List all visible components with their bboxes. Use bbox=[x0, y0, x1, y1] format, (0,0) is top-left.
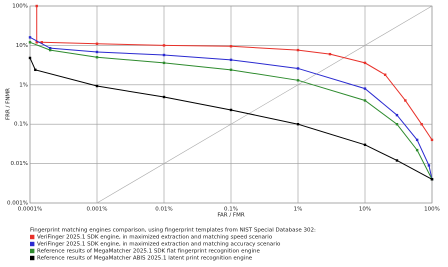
legend-swatch bbox=[30, 255, 35, 261]
data-point bbox=[427, 164, 431, 167]
data-point bbox=[40, 41, 43, 44]
data-point bbox=[229, 108, 233, 112]
x-tick-label: 0.0001% bbox=[18, 207, 42, 213]
data-point bbox=[35, 4, 38, 8]
legend-label: Reference results of MegaMatcher 2025.1 … bbox=[37, 249, 260, 255]
data-point bbox=[328, 52, 332, 56]
data-point bbox=[296, 123, 300, 126]
x-axis-label: FAR / FMR bbox=[217, 213, 245, 219]
legend-swatch bbox=[30, 248, 35, 254]
data-point bbox=[415, 138, 419, 142]
data-point bbox=[34, 68, 37, 72]
x-tick-label: 0.1% bbox=[224, 207, 238, 213]
data-point bbox=[420, 123, 423, 126]
y-tick-label: 100% bbox=[12, 4, 28, 10]
x-tick-label: 1% bbox=[294, 207, 303, 213]
data-point bbox=[296, 48, 300, 52]
legend-swatch bbox=[30, 241, 35, 247]
data-point bbox=[35, 41, 38, 44]
y-tick-label: 0.01% bbox=[11, 161, 28, 167]
data-point bbox=[48, 48, 52, 52]
series-line bbox=[29, 41, 433, 180]
data-point bbox=[395, 113, 399, 117]
data-point bbox=[229, 68, 233, 72]
data-point bbox=[296, 67, 300, 70]
data-point bbox=[95, 56, 99, 59]
x-tick-label: 0.01% bbox=[155, 207, 172, 213]
y-tick-label: 0.1% bbox=[14, 122, 28, 128]
data-point bbox=[28, 36, 32, 39]
data-point bbox=[395, 159, 399, 162]
data-point bbox=[363, 87, 367, 90]
y-tick-label: 10% bbox=[16, 43, 28, 49]
legend-label: VeriFinger 2025.1 SDK engine, in maximiz… bbox=[37, 235, 273, 241]
data-point bbox=[28, 41, 32, 44]
data-point bbox=[363, 143, 367, 147]
data-point bbox=[430, 138, 434, 142]
x-tick-label: 100% bbox=[424, 207, 440, 213]
data-point bbox=[162, 61, 166, 65]
y-tick-label: 0.001% bbox=[7, 201, 28, 207]
data-point bbox=[162, 95, 166, 99]
legend-label: VeriFinger 2025.1 SDK engine, in maximiz… bbox=[37, 242, 281, 248]
data-point bbox=[162, 44, 166, 47]
data-point bbox=[95, 42, 99, 45]
legend-title: Fingerprint matching engines comparison,… bbox=[30, 228, 316, 234]
diagonal bbox=[96, 5, 433, 204]
data-point bbox=[296, 79, 300, 82]
data-point bbox=[48, 46, 52, 50]
y-axis-label: FRR / FNMR bbox=[6, 88, 12, 120]
data-point bbox=[404, 99, 407, 102]
data-point bbox=[162, 53, 166, 57]
legend-swatch bbox=[30, 234, 35, 240]
data-point bbox=[395, 123, 399, 126]
data-point bbox=[229, 58, 233, 62]
data-point bbox=[415, 148, 419, 152]
data-point bbox=[363, 61, 367, 65]
data-point bbox=[363, 99, 367, 102]
x-tick-label: 0.001% bbox=[87, 207, 108, 213]
data-point bbox=[28, 56, 32, 60]
data-point bbox=[383, 73, 387, 76]
legend-label: Reference results of MegaMatcher ABIS 20… bbox=[37, 256, 253, 262]
y-tick-label: 1% bbox=[19, 82, 28, 88]
x-tick-label: 10% bbox=[359, 207, 371, 213]
data-point bbox=[430, 178, 434, 181]
data-point bbox=[95, 50, 99, 54]
data-point bbox=[229, 45, 233, 48]
data-point bbox=[95, 84, 99, 88]
